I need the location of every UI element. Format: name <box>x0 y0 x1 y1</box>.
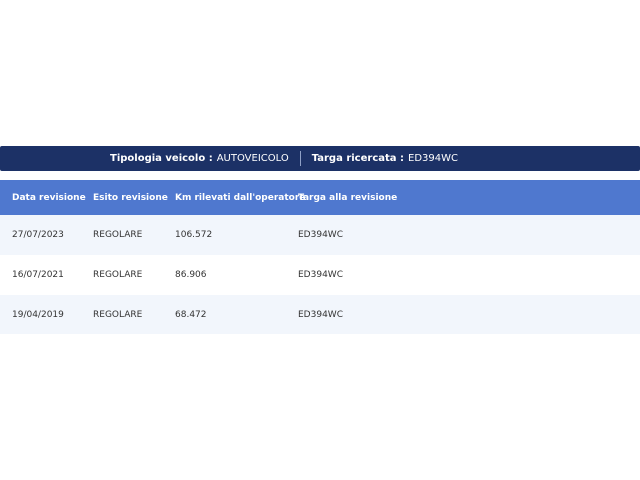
cell-plate: ED394WC <box>298 230 343 240</box>
cell-date: 19/04/2019 <box>12 309 64 320</box>
cell-km: 106.572 <box>175 230 213 240</box>
cell-outcome: REGOLARE <box>93 230 143 240</box>
cell-outcome: REGOLARE <box>93 309 143 320</box>
header-outcome: Esito revisione <box>93 192 168 203</box>
cell-km: 68.472 <box>175 309 207 320</box>
cell-plate: ED394WC <box>298 309 343 320</box>
cell-date: 27/07/2023 <box>12 230 64 240</box>
vehicle-type-label: Tipologia veicolo : <box>110 153 213 164</box>
table-header: Data revisione Esito revisione Km rileva… <box>0 180 640 215</box>
cell-date: 16/07/2021 <box>12 270 64 280</box>
divider <box>299 151 301 166</box>
table-row: 27/07/2023 REGOLARE 106.572 ED394WC <box>0 215 640 255</box>
cell-outcome: REGOLARE <box>93 270 143 280</box>
search-summary-bar: Tipologia veicolo : AUTOVEICOLO Targa ri… <box>0 146 640 171</box>
header-plate: Targa alla revisione <box>298 192 398 203</box>
plate-value: ED394WC <box>408 153 458 164</box>
cell-km: 86.906 <box>175 270 207 280</box>
vehicle-type-value: AUTOVEICOLO <box>216 153 289 164</box>
cell-plate: ED394WC <box>298 270 343 280</box>
header-date: Data revisione <box>12 192 86 203</box>
header-km: Km rilevati dall'operatore <box>175 192 306 203</box>
table-row: 16/07/2021 REGOLARE 86.906 ED394WC <box>0 255 640 295</box>
table-row: 19/04/2019 REGOLARE 68.472 ED394WC <box>0 295 640 334</box>
plate-label: Targa ricercata : <box>311 153 405 164</box>
